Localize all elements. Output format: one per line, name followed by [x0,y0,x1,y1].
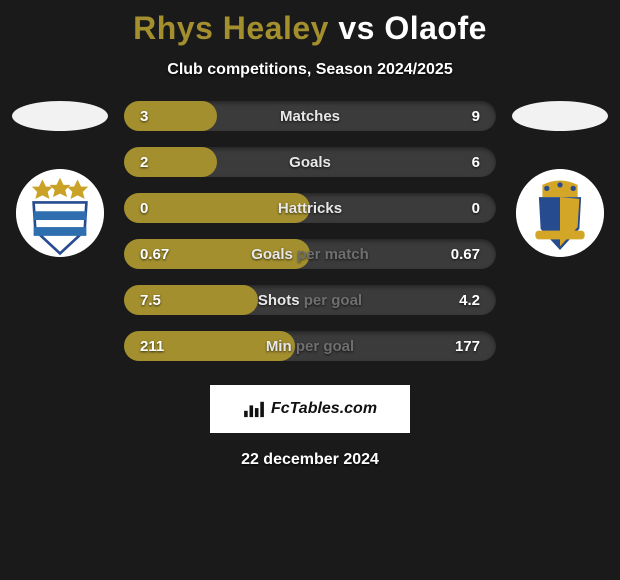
shield-icon [16,169,104,257]
vs-text: vs [338,10,375,46]
stat-label-b: per goal [304,292,362,309]
comparison-card: Rhys Healey vs Olaofe Club competitions,… [0,0,620,580]
stat-row: 7.5Shots per goal4.2 [124,285,496,315]
stat-left-value: 2 [124,154,204,171]
stats-column: 3Matches92Goals60Hattricks00.67Goals per… [120,101,500,361]
stat-label: Shots per goal [204,292,416,309]
stat-row: 2 Goals 6 [124,147,496,177]
stat-row: 0.67Goals per match0.67 [124,239,496,269]
stat-label: Goals [204,154,416,171]
bar-chart-icon [243,400,265,418]
stat-right-value: 0.67 [416,246,496,263]
stat-right-value: 0 [416,200,496,217]
stat-label-a: Shots [258,292,300,309]
page-title: Rhys Healey vs Olaofe [0,0,620,47]
stat-row: 0 Hattricks 0 [124,193,496,223]
stat-row: 211Min per goal177 [124,331,496,361]
stat-left-value: 211 [124,338,204,355]
stat-row: 3 Matches 9 [124,101,496,131]
brand-text: FcTables.com [271,400,377,418]
stat-label-b: per match [297,246,369,263]
stat-label-b: per goal [296,338,354,355]
player2-name: Olaofe [384,10,487,46]
left-side [0,101,120,257]
stat-label: Min per goal [204,338,416,355]
stat-label-a: Goals [289,154,331,171]
right-side [500,101,620,257]
subtitle: Club competitions, Season 2024/2025 [0,61,620,79]
stat-label-a: Matches [280,108,340,125]
stat-right-value: 6 [416,154,496,171]
stat-label: Goals per match [204,246,416,263]
stat-right-value: 4.2 [416,292,496,309]
player1-avatar-placeholder [12,101,108,131]
stat-label: Matches [204,108,416,125]
stat-left-value: 0.67 [124,246,204,263]
stat-left-value: 0 [124,200,204,217]
player2-avatar-placeholder [512,101,608,131]
stat-label-a: Min [266,338,292,355]
stat-left-value: 3 [124,108,204,125]
shield-icon [516,169,604,257]
player1-name: Rhys Healey [133,10,329,46]
player2-club-crest [516,169,604,257]
stat-right-value: 177 [416,338,496,355]
stat-label: Hattricks [204,200,416,217]
stat-left-value: 7.5 [124,292,204,309]
footer-date: 22 december 2024 [0,451,620,469]
body-row: 3Matches92Goals60Hattricks00.67Goals per… [0,101,620,361]
stat-label-a: Hattricks [278,200,342,217]
stat-right-value: 9 [416,108,496,125]
stat-label-a: Goals [251,246,293,263]
player1-club-crest [16,169,104,257]
brand-badge: FcTables.com [210,385,410,433]
